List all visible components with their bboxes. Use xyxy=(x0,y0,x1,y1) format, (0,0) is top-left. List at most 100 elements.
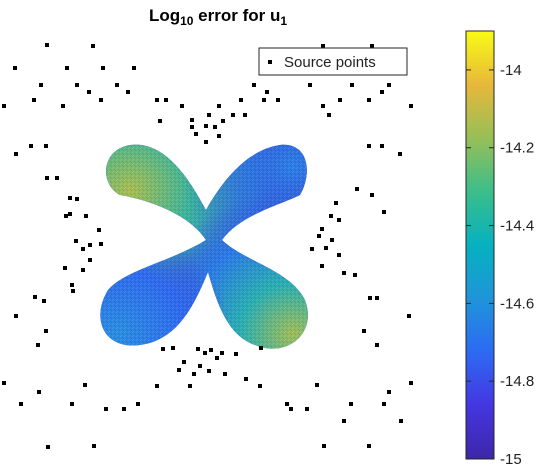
source-point xyxy=(285,402,289,406)
source-point xyxy=(337,218,341,222)
source-point xyxy=(81,247,85,251)
source-point xyxy=(87,90,91,94)
colorbar-tick-label: -14.4 xyxy=(500,218,534,235)
source-point xyxy=(171,346,175,350)
source-point xyxy=(338,98,342,102)
source-point xyxy=(115,83,119,87)
source-point xyxy=(315,383,319,387)
source-point xyxy=(155,98,159,102)
source-point xyxy=(367,144,371,148)
legend: Source points xyxy=(258,47,408,76)
source-point xyxy=(190,125,194,129)
source-point xyxy=(37,390,41,394)
source-point xyxy=(342,271,346,275)
source-point xyxy=(132,66,136,70)
title-subscript: 10 xyxy=(180,14,194,28)
source-point xyxy=(99,98,103,102)
source-point xyxy=(84,214,88,218)
source-point xyxy=(70,402,74,406)
source-point xyxy=(188,384,192,388)
source-point xyxy=(329,214,333,218)
source-point xyxy=(204,140,208,144)
source-point xyxy=(190,118,194,122)
source-point xyxy=(182,360,186,364)
colorbar-tick-label: -14.6 xyxy=(500,295,534,312)
source-point xyxy=(367,98,371,102)
source-point xyxy=(213,125,217,129)
source-point xyxy=(368,296,372,300)
chart-title: Log10 error for u1 xyxy=(149,6,287,28)
source-point xyxy=(61,104,65,108)
source-point xyxy=(259,346,263,350)
source-point xyxy=(164,98,168,102)
source-point xyxy=(99,242,103,246)
source-point xyxy=(317,234,321,238)
source-point xyxy=(36,343,40,347)
source-point xyxy=(177,368,181,372)
source-point xyxy=(13,66,17,70)
source-point xyxy=(88,243,92,247)
source-point xyxy=(104,407,108,411)
source-point xyxy=(409,381,413,385)
source-point xyxy=(407,314,411,318)
source-point xyxy=(75,197,79,201)
colorbar-tick-label: -14 xyxy=(500,62,522,79)
source-point xyxy=(380,90,384,94)
source-point xyxy=(252,83,256,87)
source-point xyxy=(14,152,18,156)
source-point xyxy=(387,83,391,87)
source-point xyxy=(42,299,46,303)
source-point xyxy=(207,369,211,373)
source-point xyxy=(39,83,43,87)
source-point xyxy=(380,144,384,148)
source-point xyxy=(44,144,48,148)
source-point xyxy=(91,44,95,48)
source-point xyxy=(234,352,238,356)
source-point xyxy=(158,119,162,123)
source-point xyxy=(209,348,213,352)
legend-marker xyxy=(268,60,272,64)
source-point xyxy=(75,83,79,87)
source-point xyxy=(33,295,37,299)
source-point xyxy=(180,104,184,108)
source-point xyxy=(342,419,346,423)
source-point xyxy=(353,273,357,277)
source-point xyxy=(308,83,312,87)
source-point xyxy=(321,104,325,108)
source-point xyxy=(258,384,262,388)
source-point xyxy=(221,119,225,123)
source-point xyxy=(204,124,208,128)
source-point xyxy=(324,246,328,250)
source-point xyxy=(355,187,359,191)
colorbar-tick-label: -14.8 xyxy=(500,373,534,390)
source-point xyxy=(243,113,247,117)
source-point xyxy=(161,347,165,351)
source-point xyxy=(2,104,6,108)
source-point xyxy=(192,372,196,376)
source-point xyxy=(68,196,72,200)
source-point xyxy=(409,104,413,108)
source-point xyxy=(370,193,374,197)
source-point xyxy=(330,238,334,242)
colorbar-tick-label: -15 xyxy=(500,451,522,468)
source-point xyxy=(55,176,59,180)
source-point xyxy=(220,351,224,355)
legend-label: Source points xyxy=(284,54,376,71)
source-point xyxy=(101,66,105,70)
source-point xyxy=(97,228,101,232)
source-point xyxy=(92,444,96,448)
source-point xyxy=(46,445,50,449)
source-point xyxy=(334,201,338,205)
source-point xyxy=(223,372,227,376)
source-point xyxy=(231,113,235,117)
source-point xyxy=(350,83,354,87)
source-point xyxy=(194,132,198,136)
source-point xyxy=(19,402,23,406)
colorbar-gradient xyxy=(465,30,495,460)
source-point xyxy=(276,98,280,102)
source-point xyxy=(155,384,159,388)
source-point xyxy=(370,44,374,48)
source-point xyxy=(349,402,353,406)
legend-box xyxy=(258,47,408,76)
source-point xyxy=(65,66,69,70)
